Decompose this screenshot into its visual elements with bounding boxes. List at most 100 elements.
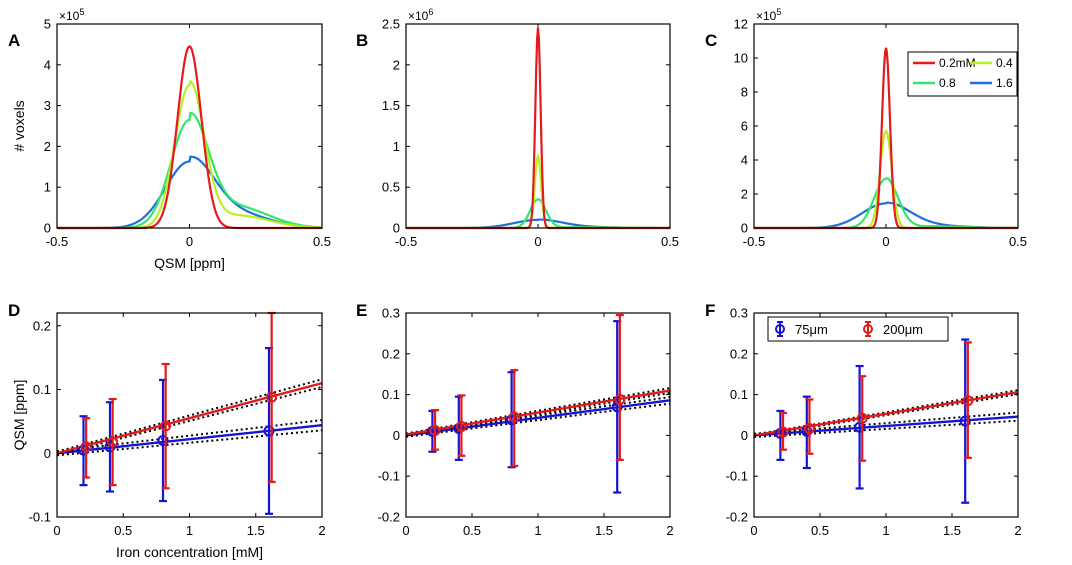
data-point <box>614 393 626 405</box>
fit-line-1 <box>56 381 323 455</box>
legend-box <box>907 51 1018 97</box>
y-tick-label: 0 <box>44 446 51 461</box>
plot-area <box>406 27 671 230</box>
x-tick-label: 0.5 <box>463 523 481 538</box>
data-point <box>429 425 441 437</box>
y-tick-label: 4 <box>44 57 51 72</box>
data-point <box>801 425 813 437</box>
y-tick-label: -0.1 <box>726 469 748 484</box>
y-tick-label: 0 <box>741 428 748 443</box>
legend: 75μm 200μm <box>767 316 949 342</box>
x-tick-label: 2 <box>1014 523 1021 538</box>
x-tick-label: 1 <box>534 523 541 538</box>
data-point <box>506 414 518 426</box>
axes-box <box>56 23 323 229</box>
panel-F: F 0 0.5 1 1.5 2 -0.2 -0.1 0 0.1 0.2 0.3 75μm 200μm <box>705 301 1022 538</box>
plot-area <box>753 338 1019 504</box>
y-tick-label: 2.5 <box>382 17 400 32</box>
data-point <box>107 436 119 448</box>
y-tick-label: 6 <box>741 119 748 134</box>
x-tick-label: 1.5 <box>943 523 961 538</box>
y-tick-label: -0.1 <box>378 469 400 484</box>
data-point <box>160 420 172 432</box>
data-point <box>263 425 275 437</box>
y-tick-label: 1.5 <box>382 98 400 113</box>
y-tick-label: 4 <box>741 153 748 168</box>
y-exponent-label: ×105 <box>756 7 781 23</box>
y-tick-label: 1 <box>393 139 400 154</box>
axes-box <box>405 312 671 518</box>
data-point <box>80 441 92 453</box>
y-tick-label: 0 <box>393 428 400 443</box>
series-line-04 <box>57 79 323 230</box>
x-tick-label: 2 <box>318 523 325 538</box>
y-axis-label: QSM [ppm] <box>11 380 27 451</box>
data-point <box>157 435 169 446</box>
x-tick-label: 0.5 <box>114 523 132 538</box>
y-tick-label: 0 <box>741 221 748 236</box>
data-point <box>455 420 467 432</box>
x-tick-label: 0 <box>53 523 60 538</box>
fit-line-1 <box>753 390 1019 437</box>
y-tick-label: 0.5 <box>382 180 400 195</box>
y-tick-label: 2 <box>44 139 51 154</box>
plot-area <box>57 45 323 230</box>
x-tick-label: 0 <box>750 523 757 538</box>
ci-line <box>56 378 323 453</box>
x-tick-label: 1.5 <box>247 523 265 538</box>
y-tick-label: 0.2 <box>33 318 51 333</box>
y-tick-label: 8 <box>741 85 748 100</box>
legend-label: 0.2mM <box>939 56 976 70</box>
y-tick-label: -0.2 <box>726 510 748 525</box>
axes-box <box>56 312 323 518</box>
ci-line <box>56 419 323 453</box>
x-tick-label: 0 <box>882 234 889 249</box>
x-tick-label: 2 <box>666 523 673 538</box>
panel-B: B×106-0.5 0 0.500.511.522.5 <box>356 7 679 249</box>
data-point <box>453 422 465 434</box>
fit-line-0 <box>753 415 1019 437</box>
x-axis-label: QSM [ppm] <box>154 255 225 271</box>
y-exponent-label: ×106 <box>408 7 433 23</box>
y-tick-label: 2 <box>741 187 748 202</box>
series-line-04 <box>406 152 670 230</box>
series-line-08 <box>57 111 323 230</box>
x-axis-label: Iron concentration [mM] <box>116 544 263 560</box>
plot-area <box>405 313 671 494</box>
y-tick-label: 0.3 <box>382 306 400 321</box>
y-tick-label: -0.1 <box>29 510 51 525</box>
ci-line <box>405 402 671 438</box>
y-tick-label: 0.3 <box>730 306 748 321</box>
fit-line-0 <box>405 399 671 437</box>
y-tick-label: 10 <box>734 51 748 66</box>
data-point <box>266 391 278 403</box>
x-tick-label: 0 <box>402 523 409 538</box>
y-tick-label: 3 <box>44 98 51 113</box>
y-tick-label: 1 <box>44 180 51 195</box>
x-tick-label: 0 <box>186 234 193 249</box>
data-point <box>508 411 520 423</box>
y-tick-label: 0 <box>44 221 51 236</box>
x-tick-label: -0.5 <box>46 234 68 249</box>
legend: 0.2mM 0.4 0.8 1.6 <box>907 51 1018 97</box>
y-tick-label: 2 <box>393 57 400 72</box>
y-tick-label: 0.2 <box>730 346 748 361</box>
y-tick-label: 12 <box>734 17 748 32</box>
legend-label: 200μm <box>883 322 923 337</box>
data-point <box>959 415 971 427</box>
axes-box <box>405 23 671 229</box>
series-line-02mM <box>406 27 670 230</box>
x-tick-label: -0.5 <box>395 234 417 249</box>
series-line-16 <box>57 155 323 230</box>
y-exponent-label: ×105 <box>59 7 84 23</box>
y-tick-label: 0.2 <box>382 346 400 361</box>
legend-label: 1.6 <box>996 76 1013 90</box>
panel-letter-D: D <box>8 301 20 320</box>
panel-letter-C: C <box>705 31 717 50</box>
y-tick-label: 5 <box>44 17 51 32</box>
x-tick-label: -0.5 <box>743 234 765 249</box>
data-point <box>803 422 815 434</box>
panel-letter-A: A <box>8 31 20 50</box>
legend-marker <box>775 324 785 334</box>
